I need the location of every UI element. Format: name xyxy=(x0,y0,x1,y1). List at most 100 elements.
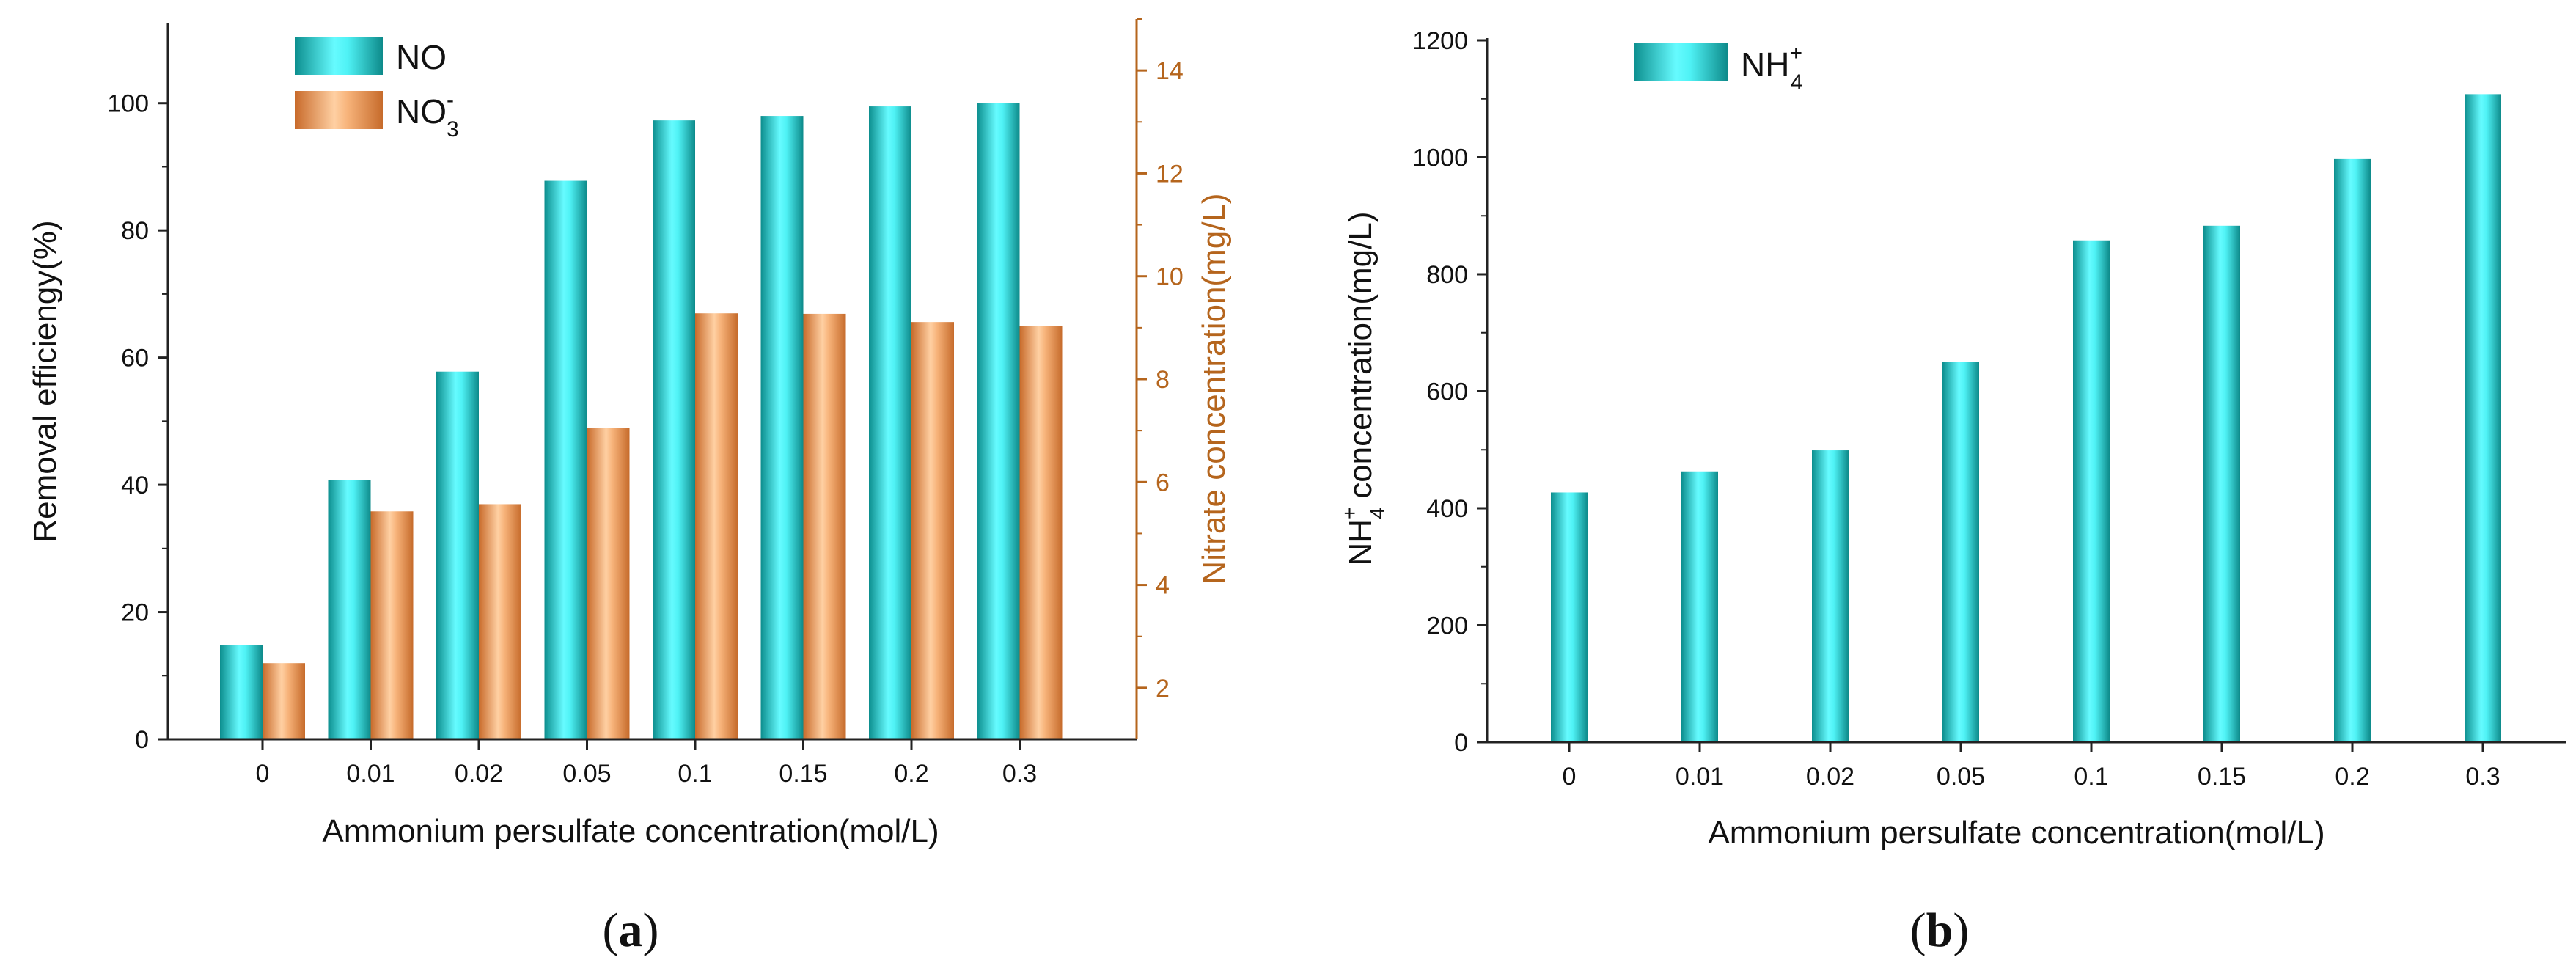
chart-a-xtick-label-4: 0.1 xyxy=(678,760,712,788)
chart-b-xtick-label-5: 0.15 xyxy=(2198,763,2246,791)
chart-a-bar-no3-3 xyxy=(587,428,630,739)
chart-b-y-ticks: 0 200 400 600 800 1000 1200 xyxy=(1412,27,1487,757)
legend-label-nh4-base: NH xyxy=(1741,45,1789,84)
chart-a-ytick-label-1: 20 xyxy=(121,599,149,627)
chart-b-bar-nh4-0 xyxy=(1551,492,1588,742)
chart-a-bar-no3-0 xyxy=(263,663,305,739)
chart-b-ytick-label-1: 200 xyxy=(1426,612,1468,640)
legend-label-nh4-sub: 4 xyxy=(1791,70,1803,95)
panel-label-a-letter: a xyxy=(619,904,643,957)
chart-b-xtick-label-7: 0.3 xyxy=(2465,763,2500,791)
chart-a-xtick-label-7: 0.3 xyxy=(1002,760,1037,788)
legend-swatch-no xyxy=(295,37,383,75)
chart-b-y-axis-title: NH+ 4 concentration(mg/L) xyxy=(1338,211,1389,565)
panel-label-a-open: ( xyxy=(603,904,619,957)
chart-a-xtick-label-3: 0.05 xyxy=(562,760,611,788)
chart-a-y2-axis-title: Nitrate concentration(mg/L) xyxy=(1196,193,1232,584)
legend-swatch-nh4 xyxy=(1634,43,1728,81)
chart-b-xtick-label-3: 0.05 xyxy=(1937,763,1985,791)
chart-a-y2tick-label-4: 10 xyxy=(1156,263,1184,291)
chart-a-xtick-label-0: 0 xyxy=(256,760,270,788)
chart-a-ytick-label-2: 40 xyxy=(121,472,149,499)
chart-b-xtick-label-2: 0.02 xyxy=(1806,763,1854,791)
legend-label-no3-sup: - xyxy=(447,88,454,112)
chart-a-y-axis-title: Removal efficiengy(%) xyxy=(27,220,63,542)
chart-b-y-axis-title-sup: + xyxy=(1338,508,1361,519)
chart-b-y-axis-title-sub: 4 xyxy=(1366,508,1389,519)
chart-a-y2tick-label-2: 6 xyxy=(1156,469,1170,497)
chart-b-bar-nh4-6 xyxy=(2334,158,2371,742)
legend-label-nh4: NH+ 4 xyxy=(1741,41,1803,95)
legend-label-no: NO xyxy=(396,38,447,76)
chart-b-ytick-label-5: 1000 xyxy=(1412,144,1468,172)
chart-a-xtick-label-6: 0.2 xyxy=(894,760,928,788)
chart-a-xtick-label-2: 0.02 xyxy=(455,760,503,788)
chart-b-bar-nh4-7 xyxy=(2465,94,2501,742)
chart-b-bar-nh4-4 xyxy=(2073,240,2110,742)
chart-b-xtick-label-1: 0.01 xyxy=(1676,763,1724,791)
panel-label-a: (a) xyxy=(603,904,659,957)
chart-a-bar-no-1 xyxy=(328,480,371,739)
chart-a-bar-no3-6 xyxy=(911,322,954,739)
chart-b-bar-nh4-2 xyxy=(1812,450,1849,742)
chart-a-bar-no3-4 xyxy=(695,313,738,739)
chart-b-ytick-label-3: 600 xyxy=(1426,378,1468,406)
legend-label-nh4-sup: + xyxy=(1789,41,1802,65)
chart-a-bar-no-3 xyxy=(544,180,587,739)
chart-b-ytick-label-6: 1200 xyxy=(1412,27,1468,55)
chart-b-legend: NH+ 4 xyxy=(1634,41,1803,95)
legend-swatch-no3 xyxy=(295,91,383,129)
chart-b: 0 200 400 600 800 1000 1200 0 0.01 0.02 0.05 0.1 0.… xyxy=(1338,27,2566,957)
chart-b-x-axis-title: Ammonium persulfate concentration(mol/L) xyxy=(1708,815,2324,851)
chart-a-legend: NO NO- 3 xyxy=(295,37,459,142)
chart-a-y2tick-label-1: 4 xyxy=(1156,572,1170,600)
chart-a-bar-no3-7 xyxy=(1019,326,1063,739)
chart-a-bar-no-2 xyxy=(436,371,479,739)
chart-a-xtick-label-1: 0.01 xyxy=(346,760,395,788)
chart-a-bar-no3-1 xyxy=(370,511,414,739)
legend-label-no3-sub: 3 xyxy=(447,117,459,142)
chart-a-xtick-label-5: 0.15 xyxy=(779,760,827,788)
chart-a-bar-no-6 xyxy=(869,106,911,740)
chart-b-bar-nh4-1 xyxy=(1681,471,1718,742)
chart-a-bars xyxy=(220,103,1063,740)
chart-a-bar-no-0 xyxy=(220,645,263,739)
chart-a-y2-ticks: 2 4 6 8 10 12 14 xyxy=(1137,18,1184,703)
chart-a-bar-no-5 xyxy=(760,116,804,739)
chart-a-x-axis-title: Ammonium persulfate concentration(mol/L) xyxy=(322,813,939,849)
chart-a-y2tick-label-6: 14 xyxy=(1156,57,1184,85)
chart-b-bar-nh4-3 xyxy=(1942,362,1979,742)
panel-label-a-close: ) xyxy=(643,904,659,957)
chart-a: 0 20 40 60 80 100 2 4 6 8 10 12 14 0 0.01 0.02 0.05 0.1… xyxy=(27,18,1232,957)
panel-label-b-letter: b xyxy=(1926,904,1953,957)
legend-label-no3: NO- 3 xyxy=(396,88,459,142)
chart-a-y-ticks: 0 20 40 60 80 100 xyxy=(107,90,168,754)
chart-a-ytick-label-4: 80 xyxy=(121,217,149,245)
chart-a-bar-no3-2 xyxy=(479,504,521,739)
chart-a-y2tick-label-5: 12 xyxy=(1156,160,1184,188)
chart-a-ytick-label-3: 60 xyxy=(121,345,149,373)
panel-label-b-open: ( xyxy=(1910,904,1926,957)
chart-b-bars xyxy=(1551,94,2501,742)
chart-a-bar-no-4 xyxy=(653,120,695,740)
chart-b-y-axis-title-pre: NH xyxy=(1343,519,1379,566)
chart-a-bar-no-7 xyxy=(977,103,1020,739)
chart-b-bar-nh4-5 xyxy=(2203,225,2240,742)
panel-label-b-close: ) xyxy=(1953,904,1969,957)
chart-b-xtick-label-6: 0.2 xyxy=(2335,763,2369,791)
panel-label-b: (b) xyxy=(1910,904,1970,957)
chart-a-ytick-label-0: 0 xyxy=(135,726,149,754)
chart-a-ytick-label-5: 100 xyxy=(107,90,149,118)
chart-b-y-axis-title-post: concentration(mg/L) xyxy=(1343,211,1379,508)
chart-b-xtick-label-0: 0 xyxy=(1563,763,1577,791)
chart-a-bar-no3-5 xyxy=(803,313,846,739)
chart-b-ytick-label-4: 800 xyxy=(1426,261,1468,289)
legend-label-no3-base: NO xyxy=(396,92,447,131)
chart-b-ytick-label-2: 400 xyxy=(1426,495,1468,523)
chart-a-y2tick-label-3: 8 xyxy=(1156,366,1170,394)
chart-a-y2tick-label-0: 2 xyxy=(1156,675,1170,703)
chart-b-xtick-label-4: 0.1 xyxy=(2074,763,2108,791)
chart-b-ytick-label-0: 0 xyxy=(1454,729,1468,757)
chart-b-x-ticks: 0 0.01 0.02 0.05 0.1 0.15 0.2 0.3 xyxy=(1563,742,2500,791)
